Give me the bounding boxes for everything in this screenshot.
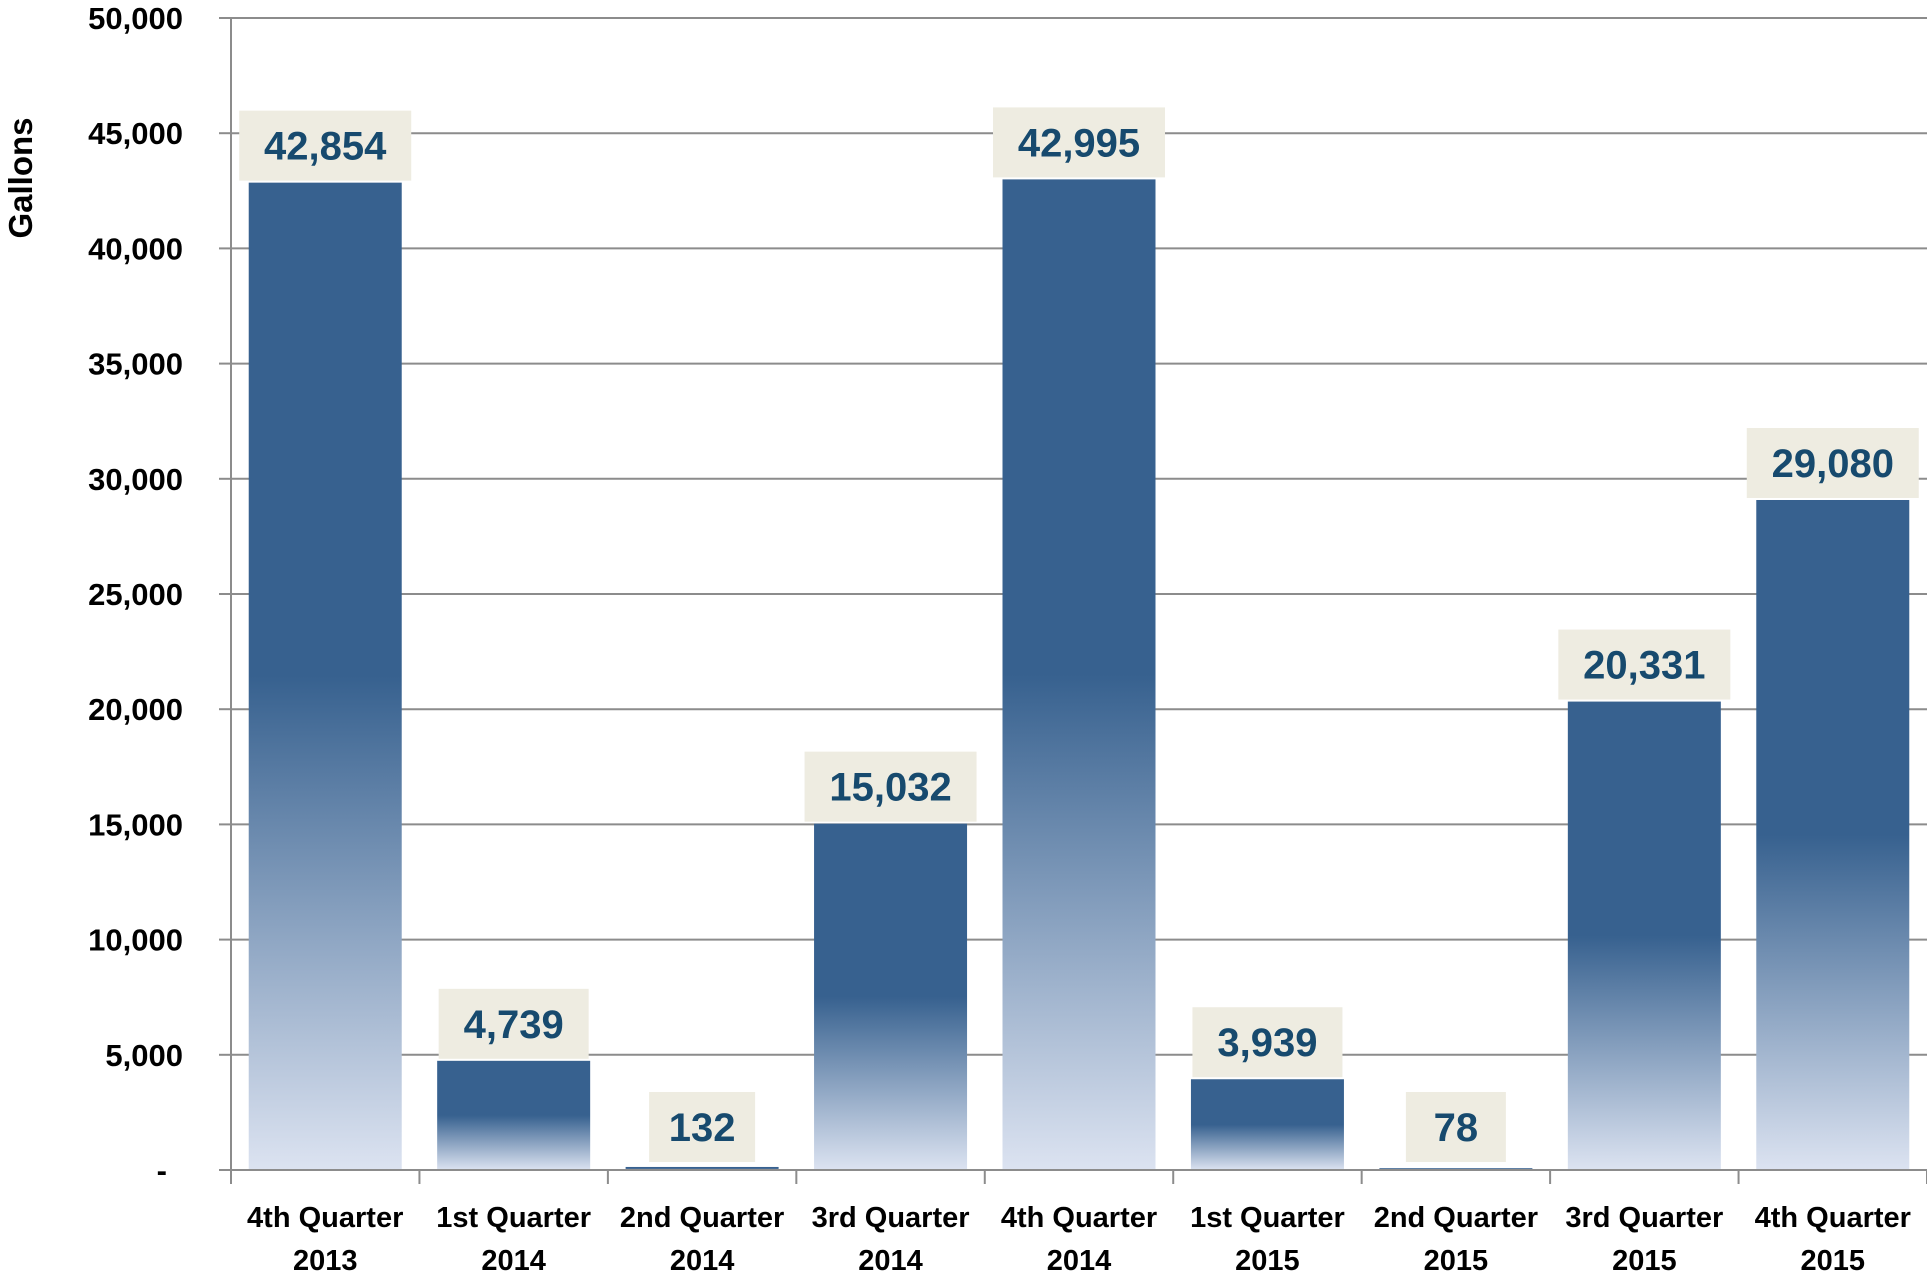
axes: - 5,000 10,000 15,000 20,000 25,000 30,000 35,0… [88, 1, 1927, 1274]
data-label-box [804, 751, 977, 822]
data-label-box [993, 107, 1165, 178]
y-tick-label: 20,000 [88, 692, 183, 727]
x-tick-label: 3rd Quarter [1565, 1202, 1723, 1234]
y-tick-label: - [157, 1153, 167, 1188]
data-label: 15,032 [829, 766, 951, 810]
y-tick-label: 30,000 [88, 462, 183, 497]
x-tick-label: 2nd Quarter [1374, 1202, 1538, 1234]
data-label: 42,995 [1018, 121, 1140, 165]
bar [1002, 179, 1156, 1170]
x-tick-label: 2015 [1801, 1245, 1866, 1274]
x-tick-label: 2015 [1235, 1245, 1300, 1274]
x-tick-label: 2014 [858, 1245, 923, 1274]
y-tick-label: 10,000 [88, 923, 183, 958]
x-tick-label: 2015 [1612, 1245, 1677, 1274]
bar [437, 1060, 591, 1170]
bar [248, 182, 402, 1170]
data-labels: 42,854 4,739 132 15,032 42,995 3,939 78 20,331 2… [239, 107, 1919, 1162]
y-tick-label: 50,000 [88, 1, 183, 36]
data-label: 20,331 [1583, 644, 1705, 688]
y-axis-title: Gallons [2, 117, 39, 238]
data-label-box [1405, 1092, 1506, 1162]
y-tick-label: 35,000 [88, 347, 183, 382]
x-tick-label: 4th Quarter [1001, 1202, 1157, 1234]
x-tick-label: 1st Quarter [1190, 1202, 1345, 1234]
data-label: 29,080 [1772, 442, 1894, 486]
data-label: 4,739 [464, 1003, 564, 1047]
bar [1190, 1079, 1344, 1170]
bar [1756, 499, 1910, 1170]
x-tick-label: 2015 [1424, 1245, 1489, 1274]
x-tick-label: 2014 [1047, 1245, 1112, 1274]
y-tick-label: 45,000 [88, 116, 183, 151]
bar [1567, 701, 1721, 1170]
x-tick-label: 2013 [293, 1245, 358, 1274]
y-tick-label: 5,000 [105, 1038, 183, 1073]
x-tick-label: 2nd Quarter [620, 1202, 784, 1234]
data-label-box [1558, 629, 1731, 700]
data-label: 42,854 [264, 125, 387, 169]
bar [625, 1166, 779, 1170]
x-tick-label: 1st Quarter [436, 1202, 591, 1234]
x-tick-label: 4th Quarter [1755, 1202, 1911, 1234]
x-tick-label: 4th Quarter [247, 1202, 403, 1234]
y-tick-label: 15,000 [88, 807, 183, 842]
data-label-box [438, 988, 589, 1059]
x-tick-label: 2014 [670, 1245, 735, 1274]
x-tick-label: 2014 [481, 1245, 546, 1274]
y-tick-label: 25,000 [88, 577, 183, 612]
data-label-box [1192, 1007, 1343, 1078]
data-label: 78 [1434, 1106, 1479, 1150]
data-label-box [1746, 427, 1919, 498]
data-label: 132 [669, 1106, 736, 1150]
bar [814, 823, 968, 1170]
data-label-box [239, 110, 412, 181]
data-label-box [649, 1092, 756, 1162]
data-label: 3,939 [1217, 1021, 1317, 1065]
bars [248, 179, 1910, 1170]
y-tick-label: 40,000 [88, 231, 183, 266]
x-tick-label: 3rd Quarter [812, 1202, 970, 1234]
